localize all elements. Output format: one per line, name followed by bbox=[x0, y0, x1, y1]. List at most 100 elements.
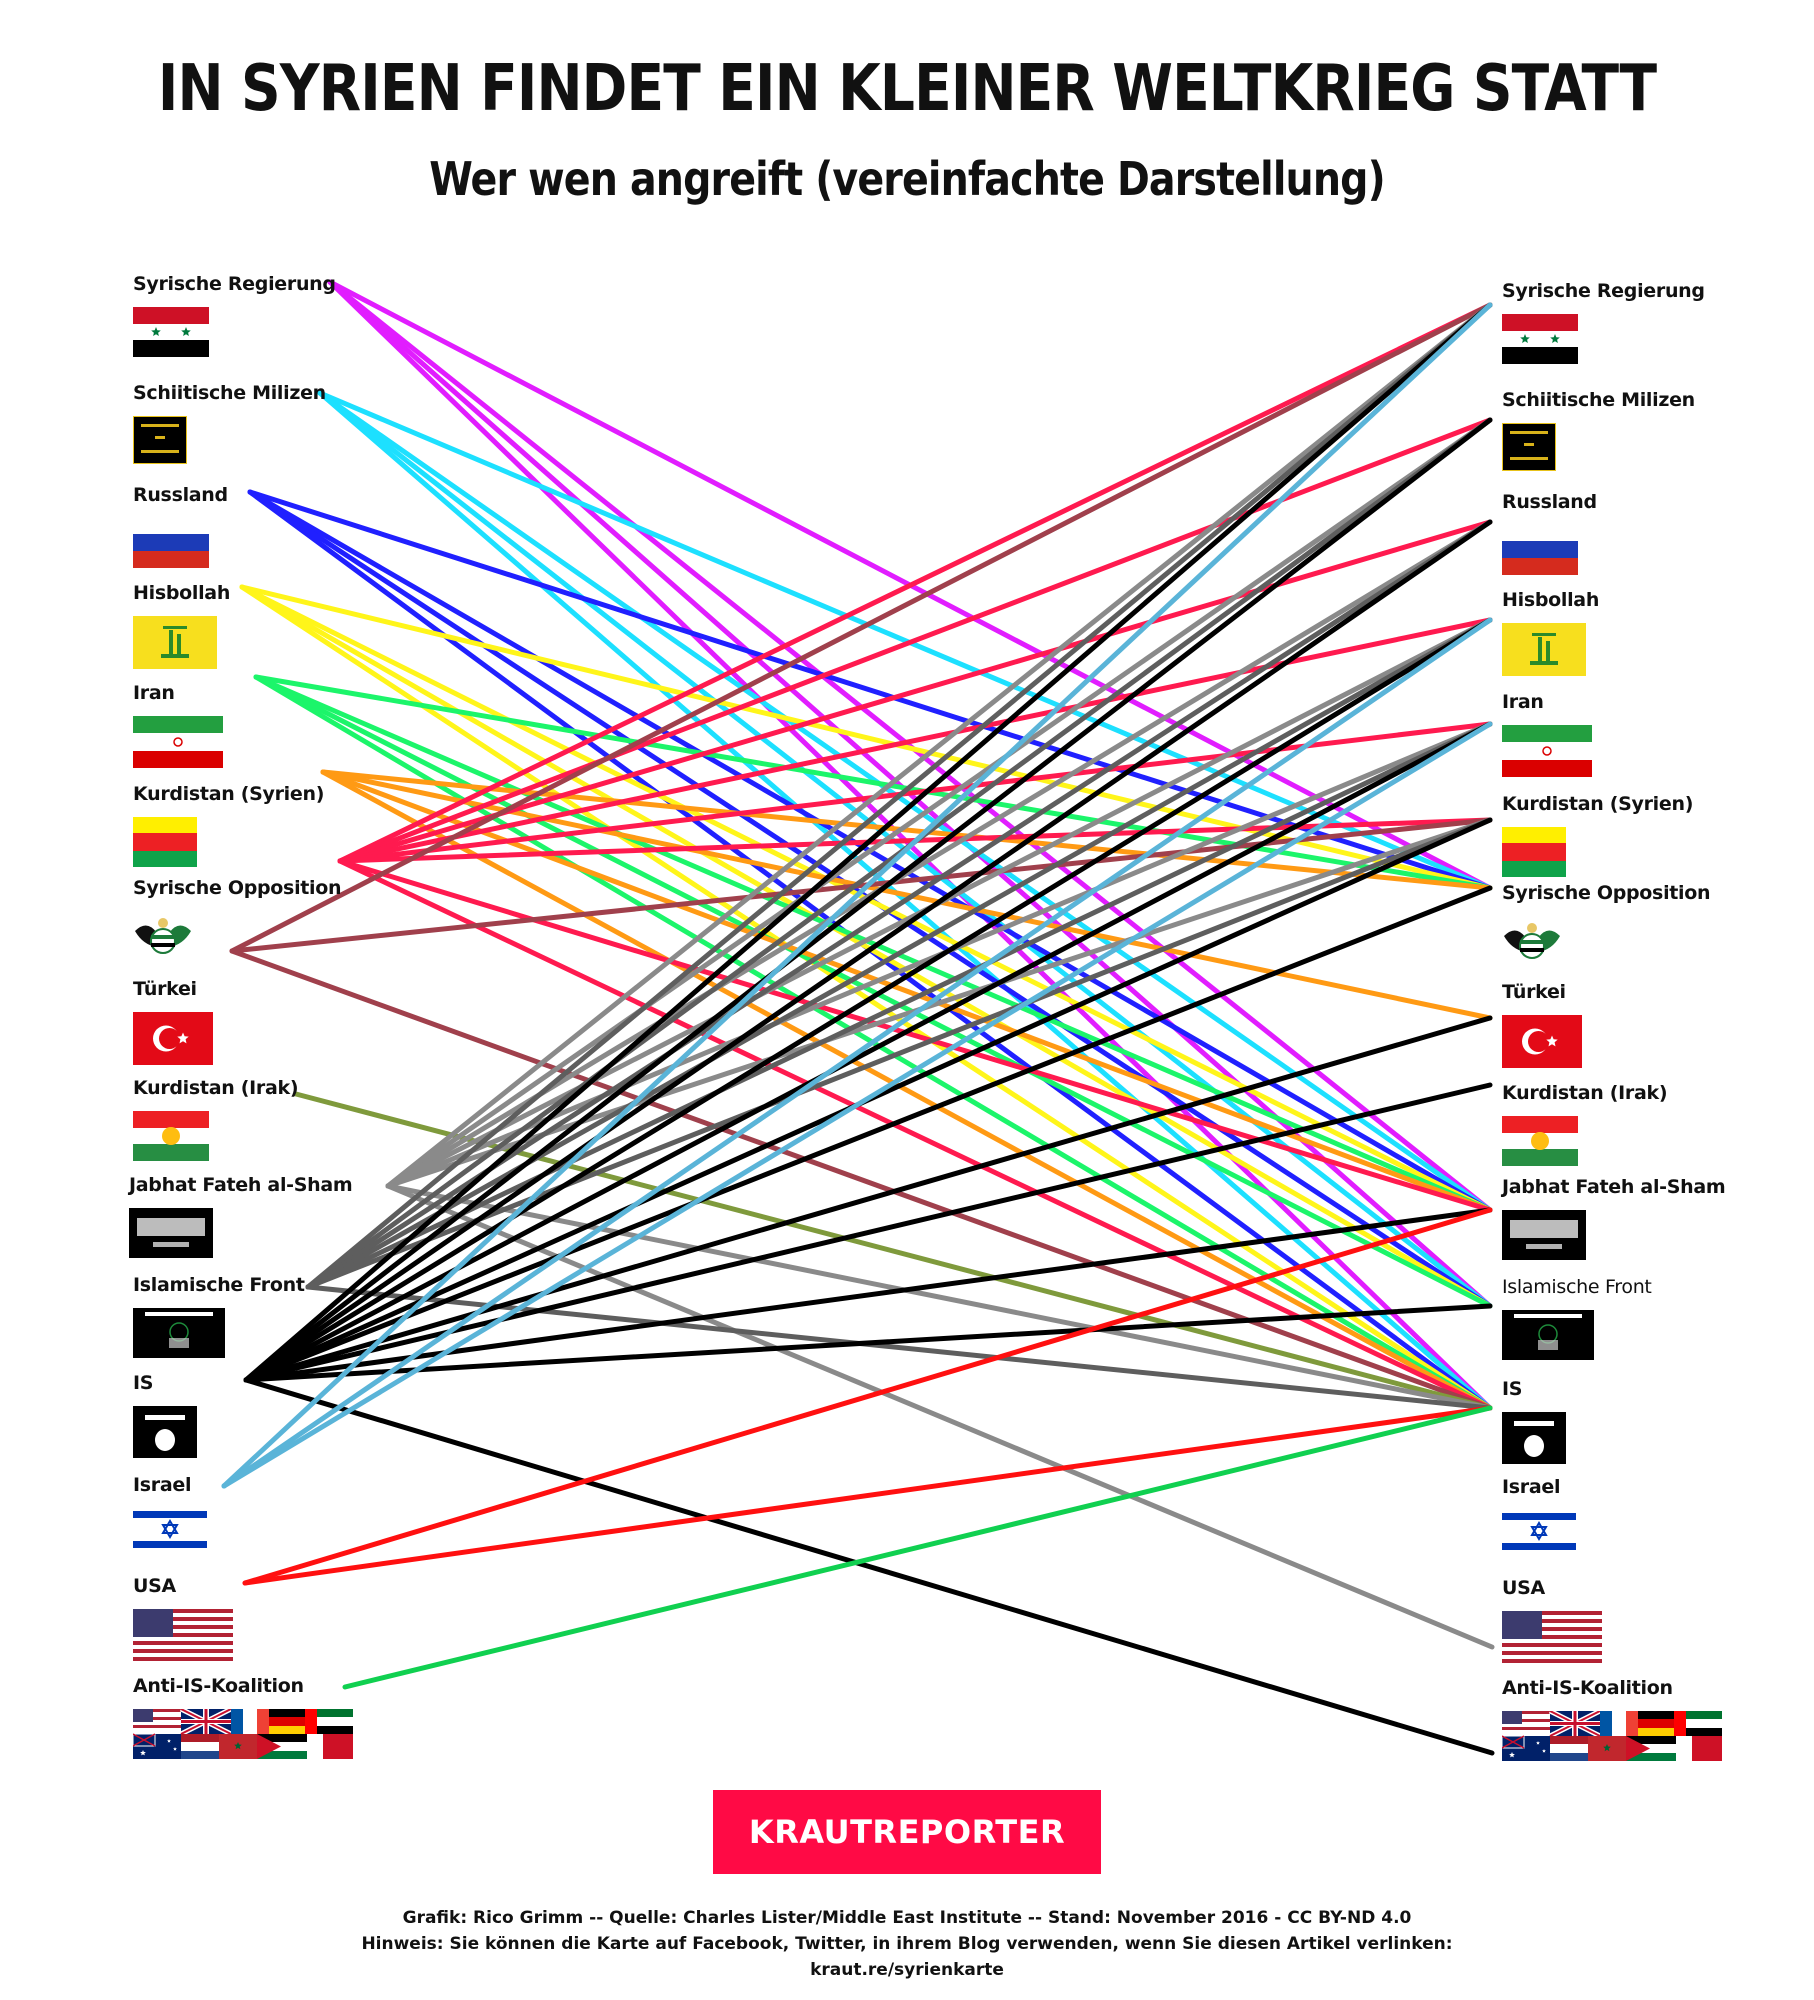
left-party-syr_opp: Syrische Opposition bbox=[133, 877, 342, 963]
shiite-militia-flag-icon bbox=[132, 415, 326, 468]
right-party-russ: Russland bbox=[1502, 491, 1597, 579]
left-party-israel: Israel bbox=[133, 1474, 207, 1555]
attack-line-syr_opp-to-syr_reg bbox=[337, 302, 1493, 864]
attack-line-hisb-to-syr_opp bbox=[239, 584, 1493, 891]
party-label: Türkei bbox=[1502, 981, 1566, 1003]
attack-line-isl_front-to-iran bbox=[305, 721, 1493, 1290]
left-party-jfs: Jabhat Fateh al-Sham bbox=[129, 1174, 353, 1262]
jfs-flag-icon bbox=[1502, 1210, 1725, 1264]
attack-line-tuerk-to-kurd_syr bbox=[229, 817, 1493, 954]
attack-line-is-to-russ bbox=[243, 519, 1493, 1383]
party-label: Schiitische Milizen bbox=[1502, 389, 1695, 411]
attack-line-iran-to-isl_front bbox=[253, 674, 1493, 1309]
kurdistan-flag-icon bbox=[1502, 1116, 1667, 1170]
coalition-flags-icon bbox=[132, 1706, 355, 1763]
page-title: IN SYRIEN FINDET EIN KLEINER WELTKRIEG S… bbox=[157, 52, 1657, 126]
attack-line-jfs-to-russ bbox=[385, 519, 1493, 1189]
right-party-anti_is: Anti-IS-Koalition bbox=[1501, 1677, 1724, 1765]
iran-flag-icon bbox=[1502, 725, 1592, 781]
party-label: Kurdistan (Irak) bbox=[1502, 1082, 1668, 1104]
attack-line-isl_front-to-russ bbox=[305, 519, 1493, 1290]
attack-line-jfs-to-schiit bbox=[385, 417, 1493, 1189]
right-party-syr_reg: Syrische Regierung bbox=[1502, 280, 1705, 368]
left-party-schiit: Schiitische Milizen bbox=[132, 382, 326, 468]
attack-line-kurd_irak-to-is bbox=[293, 1091, 1493, 1411]
party-label: Anti-IS-Koalition bbox=[133, 1675, 304, 1697]
right-party-kurd_syr: Kurdistan (Syrien) bbox=[1502, 793, 1693, 881]
party-label: Schiitische Milizen bbox=[133, 382, 326, 404]
right-party-schiit: Schiitische Milizen bbox=[1501, 389, 1695, 475]
right-party-hisb: Hisbollah bbox=[1502, 589, 1599, 680]
israel-flag-icon bbox=[1502, 1510, 1576, 1557]
left-party-russ: Russland bbox=[133, 484, 228, 572]
party-label: Islamische Front bbox=[1502, 1276, 1652, 1298]
party-label: Russland bbox=[1502, 491, 1597, 513]
attack-line-isl_front-to-syr_reg bbox=[305, 302, 1493, 1290]
attack-line-hisb-to-isl_front bbox=[239, 584, 1493, 1309]
usa-flag-icon bbox=[1502, 1611, 1602, 1668]
right-party-israel: Israel bbox=[1502, 1476, 1576, 1557]
attack-line-jfs-to-usa bbox=[385, 1183, 1495, 1650]
attack-line-israel-to-syr_reg bbox=[221, 302, 1493, 1489]
attack-line-is-to-syr_opp bbox=[243, 885, 1493, 1383]
party-label: IS bbox=[133, 1372, 154, 1394]
party-label: Hisbollah bbox=[133, 582, 231, 604]
party-label: Iran bbox=[133, 682, 175, 704]
iran-flag-icon bbox=[133, 716, 223, 772]
attack-line-usa-to-jfs bbox=[242, 1207, 1493, 1586]
footer-link[interactable]: kraut.re/syrienkarte bbox=[810, 1960, 1004, 1980]
turkey-flag-icon bbox=[1502, 1015, 1582, 1072]
attack-line-usa-to-is bbox=[242, 1405, 1493, 1586]
attack-line-kurd_syr-to-tuerk bbox=[320, 769, 1493, 1021]
attack-line-iran-to-syr_opp bbox=[253, 674, 1493, 891]
left-party-tuerk: Türkei bbox=[133, 978, 213, 1069]
attack-line-is-to-hisb bbox=[243, 617, 1493, 1383]
attack-line-anti_is-to-is bbox=[342, 1405, 1493, 1690]
attack-line-is-to-isl_front bbox=[243, 1303, 1493, 1383]
rojava-flag-icon bbox=[1502, 827, 1693, 881]
party-label: Kurdistan (Syrien) bbox=[133, 783, 325, 805]
right-party-iran: Iran bbox=[1502, 691, 1592, 781]
attack-line-syr_opp-to-iran bbox=[337, 721, 1493, 864]
left-party-usa: USA bbox=[133, 1575, 233, 1666]
left-party-anti_is: Anti-IS-Koalition bbox=[132, 1675, 355, 1763]
kurdistan-flag-icon bbox=[133, 1111, 298, 1165]
right-party-usa: USA bbox=[1502, 1577, 1602, 1668]
party-label: Jabhat Fateh al-Sham bbox=[1502, 1176, 1726, 1198]
fsa-emblem-icon bbox=[1502, 916, 1710, 968]
attack-line-is-to-anti_is bbox=[243, 1377, 1495, 1756]
party-label: USA bbox=[133, 1575, 176, 1597]
attack-line-syr_opp-to-russ bbox=[337, 519, 1493, 864]
attack-line-israel-to-iran bbox=[221, 721, 1493, 1489]
attack-line-is-to-syr_reg bbox=[243, 302, 1493, 1383]
right-party-jfs: Jabhat Fateh al-Sham bbox=[1502, 1176, 1726, 1264]
israel-flag-icon bbox=[133, 1508, 207, 1555]
party-label: Israel bbox=[1502, 1476, 1561, 1498]
right-party-syr_opp: Syrische Opposition bbox=[1502, 882, 1711, 968]
footer-note: Hinweis: Sie können die Karte auf Facebo… bbox=[361, 1934, 1453, 1954]
party-label: Israel bbox=[133, 1474, 192, 1496]
left-party-hisb: Hisbollah bbox=[133, 582, 230, 673]
party-label: Russland bbox=[133, 484, 228, 506]
fsa-emblem-icon bbox=[133, 911, 341, 963]
rojava-flag-icon bbox=[133, 817, 324, 871]
krautreporter-logo[interactable]: KRAUTREPORTER bbox=[713, 1790, 1101, 1874]
party-label: Syrische Regierung bbox=[1502, 280, 1705, 302]
attack-line-is-to-tuerk bbox=[243, 1015, 1493, 1383]
party-label: Jabhat Fateh al-Sham bbox=[129, 1174, 353, 1196]
islamic-front-flag-icon bbox=[133, 1308, 305, 1362]
party-label: Syrische Regierung bbox=[133, 273, 336, 295]
party-label: Türkei bbox=[133, 978, 197, 1000]
attack-line-jfs-to-is bbox=[385, 1183, 1493, 1411]
syria-flag-icon bbox=[133, 307, 336, 361]
attack-line-is-to-jfs bbox=[243, 1207, 1493, 1383]
party-label: Syrische Opposition bbox=[133, 877, 342, 899]
party-label: Hisbollah bbox=[1502, 589, 1600, 611]
left-party-is: IS bbox=[133, 1372, 197, 1462]
attack-line-kurd_syr-to-jfs bbox=[320, 769, 1493, 1213]
islamic-front-flag-icon bbox=[1502, 1310, 1652, 1364]
party-label: Syrische Opposition bbox=[1502, 882, 1711, 904]
page-subtitle: Wer wen angreift (vereinfachte Darstellu… bbox=[429, 152, 1385, 206]
coalition-flags-icon bbox=[1501, 1708, 1724, 1765]
